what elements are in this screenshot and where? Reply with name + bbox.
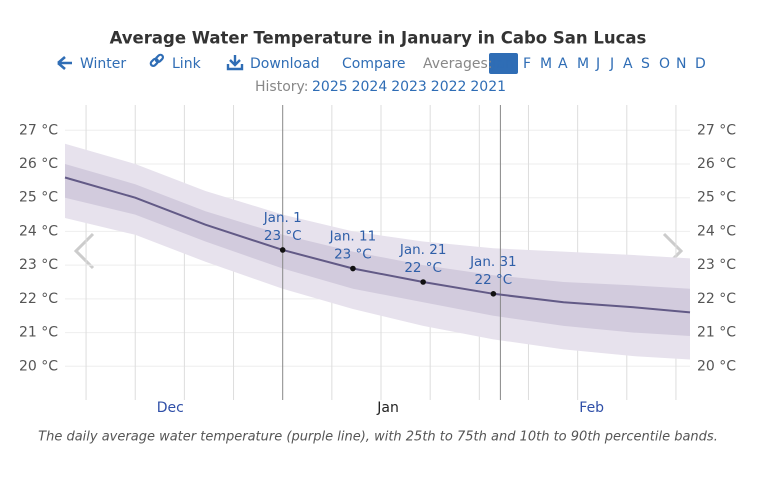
y-tick-label: 25 °C bbox=[19, 190, 58, 206]
y-tick-label: 20 °C bbox=[19, 358, 58, 374]
annotation-label: Jan. 31 bbox=[469, 254, 517, 270]
chart-title: Average Water Temperature in January in … bbox=[110, 29, 647, 48]
arrow-icon bbox=[57, 56, 72, 70]
toolbar-item[interactable]: M bbox=[577, 56, 589, 72]
toolbar-item[interactable]: Jan bbox=[491, 56, 514, 72]
y-tick-label-right: 23 °C bbox=[697, 257, 736, 273]
annotation-label: Jan. 1 bbox=[263, 210, 302, 226]
annotation-label: Jan. 11 bbox=[329, 229, 377, 245]
link-icon bbox=[149, 53, 165, 68]
toolbar-item[interactable]: Download bbox=[250, 56, 320, 72]
toolbar-item[interactable]: J bbox=[595, 56, 600, 72]
toolbar-item[interactable]: N bbox=[676, 56, 686, 72]
toolbar-item[interactable]: Compare bbox=[342, 56, 406, 72]
annotation-point bbox=[350, 265, 356, 272]
toolbar-item[interactable]: 2025 bbox=[312, 79, 348, 95]
y-tick-label-right: 25 °C bbox=[697, 190, 736, 206]
toolbar-item[interactable]: O bbox=[659, 56, 670, 72]
average-line bbox=[64, 176, 691, 314]
y-tick-label-right: 24 °C bbox=[697, 223, 736, 239]
percentile-band bbox=[65, 164, 690, 336]
toolbar-item: History: bbox=[255, 79, 309, 95]
annotation-value: 23 °C bbox=[334, 247, 372, 263]
y-tick-label: 27 °C bbox=[19, 122, 58, 138]
toolbar-item[interactable]: 2021 bbox=[470, 79, 506, 95]
toolbar-item[interactable]: J bbox=[609, 56, 614, 72]
annotation-label: Jan. 21 bbox=[399, 242, 447, 258]
toolbar-item[interactable]: 2024 bbox=[352, 79, 388, 95]
y-tick-label-right: 22 °C bbox=[697, 291, 736, 307]
annotation-value: 22 °C bbox=[404, 260, 442, 276]
y-tick-label-right: 27 °C bbox=[697, 122, 736, 138]
toolbar-item[interactable]: 2023 bbox=[391, 79, 427, 95]
y-tick-label-right: 20 °C bbox=[697, 358, 736, 374]
caption: The daily average water temperature (pur… bbox=[38, 430, 718, 445]
prev-arrow[interactable] bbox=[73, 232, 95, 270]
annotation-point bbox=[420, 279, 426, 285]
toolbar-item[interactable]: D bbox=[695, 56, 706, 72]
toolbar-item[interactable]: Winter bbox=[80, 56, 126, 72]
download-icon bbox=[226, 55, 244, 71]
selected-month-bg bbox=[489, 53, 518, 74]
annotation-value: 22 °C bbox=[475, 272, 513, 288]
x-tick-label: Feb bbox=[579, 400, 604, 416]
y-tick-label-right: 26 °C bbox=[697, 156, 736, 172]
toolbar-item[interactable]: M bbox=[540, 56, 552, 72]
y-tick-label: 21 °C bbox=[19, 325, 58, 341]
toolbar-item[interactable]: A bbox=[558, 56, 568, 72]
y-tick-label: 26 °C bbox=[19, 156, 58, 172]
y-tick-label: 22 °C bbox=[19, 291, 58, 307]
toolbar-item: Averages: bbox=[423, 56, 493, 72]
y-tick-label-right: 21 °C bbox=[697, 325, 736, 341]
toolbar-item[interactable]: Link bbox=[172, 56, 202, 72]
toolbar-item[interactable]: A bbox=[623, 56, 633, 72]
x-tick-label: Dec bbox=[157, 400, 184, 416]
y-tick-label: 24 °C bbox=[19, 223, 58, 239]
y-tick-label: 23 °C bbox=[19, 257, 58, 273]
toolbar-item[interactable]: F bbox=[523, 56, 531, 72]
annotation-point bbox=[279, 247, 286, 253]
annotation-value: 23 °C bbox=[264, 228, 302, 244]
toolbar-item[interactable]: 2022 bbox=[431, 79, 467, 95]
x-tick-label: Jan bbox=[376, 400, 399, 416]
annotation-point bbox=[490, 291, 497, 297]
toolbar-item[interactable]: S bbox=[641, 56, 650, 72]
